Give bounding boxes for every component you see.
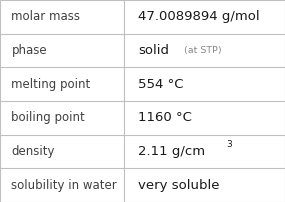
Text: boiling point: boiling point	[11, 111, 85, 124]
Text: 3: 3	[226, 140, 232, 149]
Text: phase: phase	[11, 44, 47, 57]
Text: very soluble: very soluble	[138, 179, 220, 192]
Text: melting point: melting point	[11, 78, 91, 91]
Text: solid: solid	[138, 44, 169, 57]
Text: (at STP): (at STP)	[184, 46, 221, 55]
Text: 47.0089894 g/mol: 47.0089894 g/mol	[138, 10, 260, 23]
Text: solubility in water: solubility in water	[11, 179, 117, 192]
Text: molar mass: molar mass	[11, 10, 80, 23]
Text: 554 °C: 554 °C	[138, 78, 184, 91]
Text: density: density	[11, 145, 55, 158]
Text: 1160 °C: 1160 °C	[138, 111, 192, 124]
Text: 2.11 g/cm: 2.11 g/cm	[138, 145, 205, 158]
